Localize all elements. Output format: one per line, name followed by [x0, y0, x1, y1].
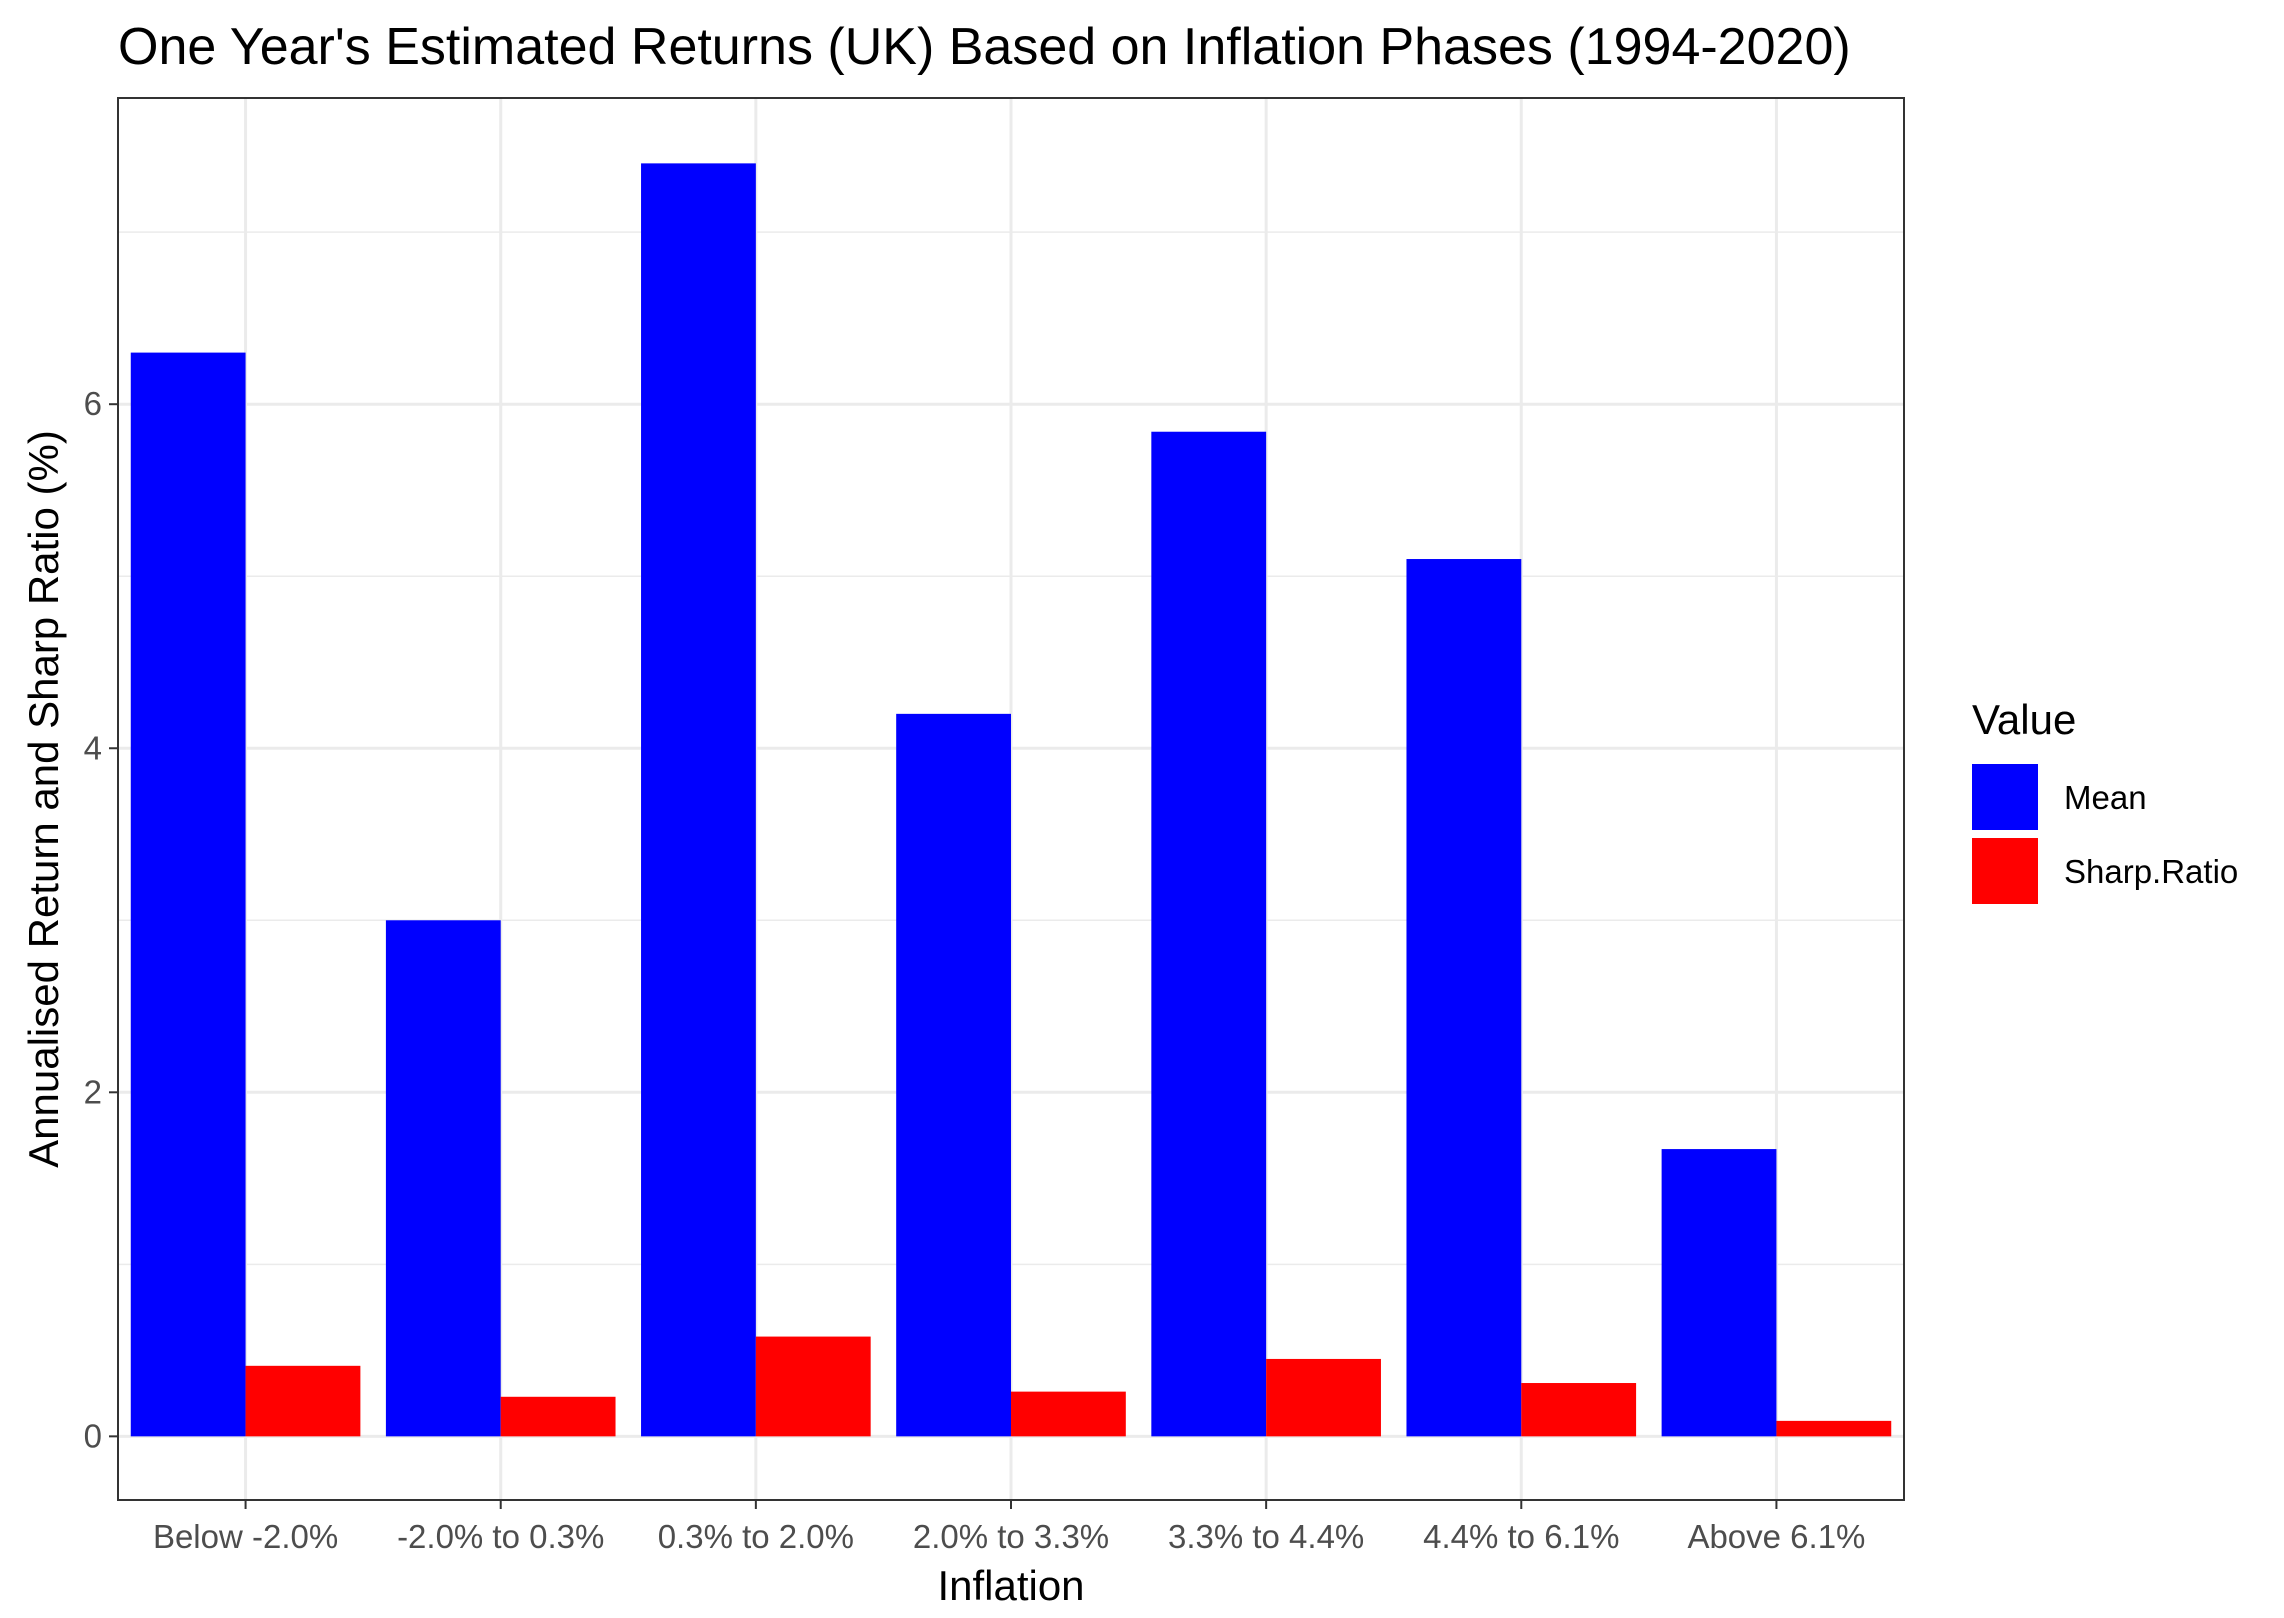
x-tick-label: 2.0% to 3.3%	[913, 1518, 1109, 1555]
bar-sharp-ratio-2	[755, 1336, 871, 1437]
x-tick-label: 0.3% to 2.0%	[658, 1518, 854, 1555]
x-tick-label: Below -2.0%	[153, 1518, 338, 1555]
bars-layer	[130, 163, 1892, 1437]
legend-key-sharp-ratio	[1972, 838, 2038, 904]
y-tick-label: 4	[84, 729, 102, 766]
legend-key-mean	[1972, 764, 2038, 830]
bar-mean-3	[896, 713, 1011, 1437]
x-tick-label: 3.3% to 4.4%	[1168, 1518, 1364, 1555]
y-tick-label: 0	[84, 1417, 102, 1454]
bar-mean-6	[1661, 1149, 1777, 1437]
x-tick-label: Above 6.1%	[1687, 1518, 1865, 1555]
y-tick-label: 2	[84, 1073, 102, 1110]
x-axis-title: Inflation	[937, 1562, 1084, 1609]
x-tick-label: -2.0% to 0.3%	[397, 1518, 604, 1555]
legend-label: Sharp.Ratio	[2064, 853, 2238, 890]
bar-mean-2	[641, 163, 756, 1437]
bar-sharp-ratio-5	[1521, 1383, 1637, 1437]
chart-title: One Year's Estimated Returns (UK) Based …	[118, 18, 1851, 76]
legend-items: Mean Sharp.Ratio	[1972, 764, 2238, 904]
bar-sharp-ratio-1	[500, 1396, 616, 1437]
bar-mean-4	[1151, 431, 1267, 1437]
legend: Value Mean Sharp.Ratio	[1972, 696, 2238, 904]
y-axis-title: Annualised Return and Sharp Ratio (%)	[20, 430, 67, 1168]
x-tick-label: 4.4% to 6.1%	[1423, 1518, 1619, 1555]
legend-label: Mean	[2064, 779, 2147, 816]
y-tick-label: 6	[84, 385, 102, 422]
y-axis: 0 2 4 6	[84, 385, 118, 1454]
bar-sharp-ratio-6	[1776, 1420, 1892, 1437]
bar-mean-5	[1406, 559, 1522, 1437]
bar-sharp-ratio-3	[1011, 1391, 1126, 1437]
bar-mean-0	[130, 352, 246, 1437]
bar-sharp-ratio-4	[1266, 1358, 1381, 1437]
legend-title: Value	[1972, 696, 2076, 743]
bar-sharp-ratio-0	[245, 1365, 361, 1437]
bar-mean-1	[385, 920, 501, 1437]
x-axis: Below -2.0% -2.0% to 0.3% 0.3% to 2.0% 2.0%…	[153, 1500, 1865, 1555]
